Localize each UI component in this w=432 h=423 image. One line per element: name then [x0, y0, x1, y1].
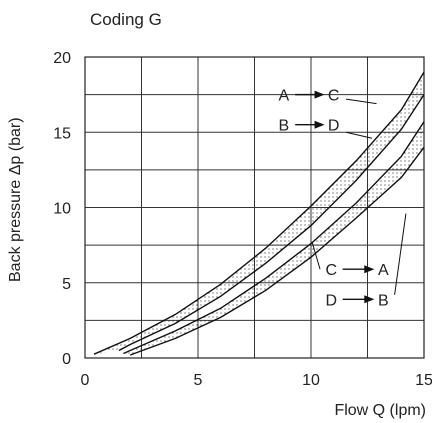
chart-title: Coding G: [90, 10, 162, 29]
curves: [93, 71, 425, 356]
y-tick-label: 5: [62, 276, 71, 293]
annotation-letter: B: [378, 292, 389, 309]
arrow-head: [364, 295, 375, 304]
annotation-letter: B: [279, 118, 290, 135]
annotation-letter: C: [328, 88, 340, 105]
annotation-letter: D: [326, 292, 338, 309]
annotation-letter: D: [328, 118, 340, 135]
dotted-band: [94, 72, 424, 355]
x-axis-label: Flow Q (lpm): [334, 402, 426, 419]
arrow-head: [364, 265, 375, 274]
y-tick-label: 15: [53, 125, 71, 142]
grid: [84, 56, 425, 359]
leader-line: [345, 131, 373, 139]
x-tick-label: 10: [302, 372, 320, 389]
arrow-head: [314, 120, 325, 129]
x-tick-label: 0: [81, 372, 90, 389]
ticks: 0 5 10 15 0 5 10 15 20: [53, 50, 432, 389]
annotation-letter: A: [279, 88, 290, 105]
x-tick-label: 5: [194, 372, 203, 389]
series-line: [118, 94, 425, 352]
annotation-letter: A: [378, 262, 389, 279]
leader-line: [345, 98, 377, 105]
plot-frame: [84, 56, 425, 359]
x-tick-label: 15: [415, 372, 432, 389]
y-tick-label: 20: [53, 50, 71, 67]
y-tick-label: 10: [53, 201, 71, 218]
annotations: A CB DC AD B: [279, 88, 407, 309]
series-line: [93, 71, 425, 355]
leader-line: [394, 213, 407, 295]
leader-line: [311, 241, 321, 270]
y-tick-label: 0: [62, 351, 71, 368]
series-line: [129, 146, 425, 356]
annotation-letter: C: [326, 262, 338, 279]
arrow-head: [314, 90, 325, 99]
series-line: [123, 121, 425, 355]
dotted-bands: [94, 72, 425, 355]
